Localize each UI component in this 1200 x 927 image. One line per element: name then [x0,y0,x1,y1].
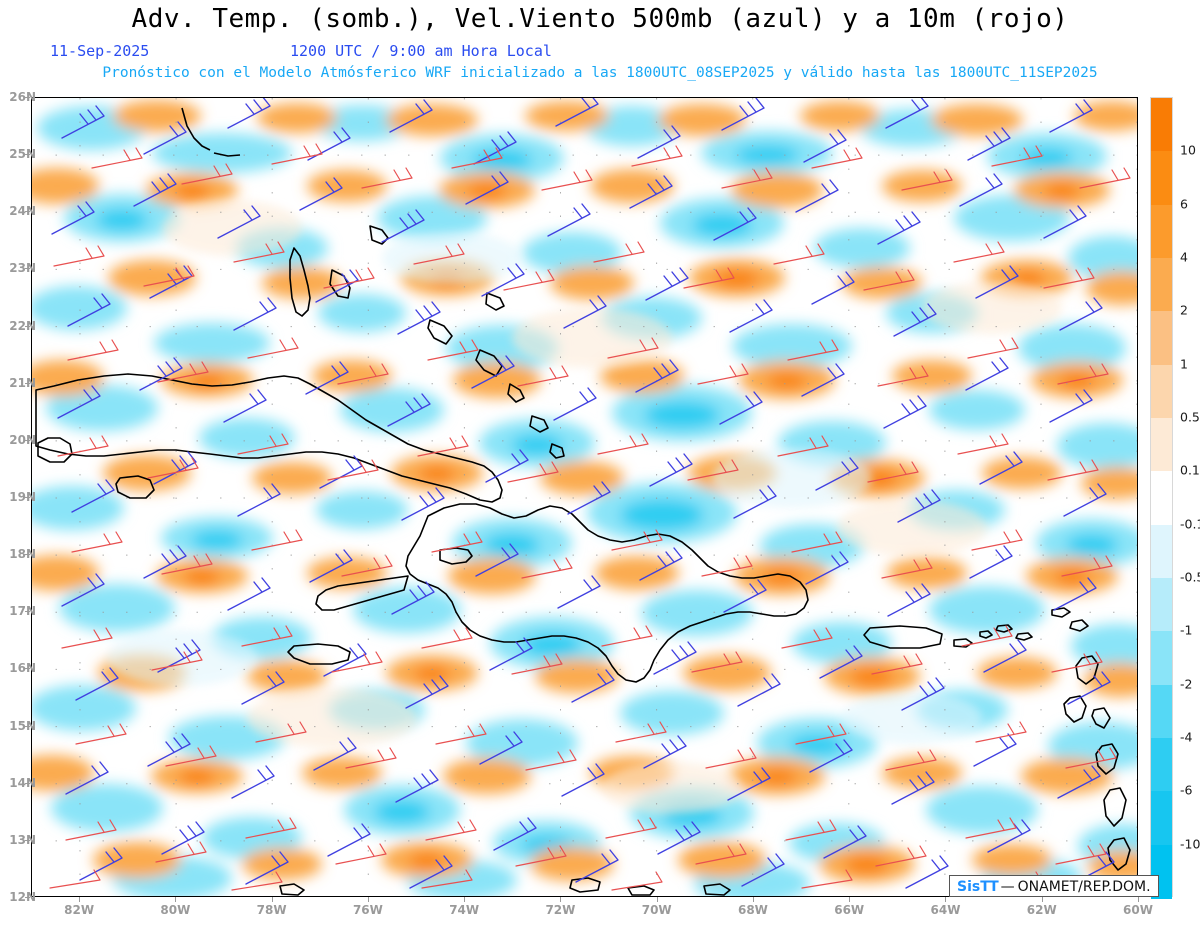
colorbar-segment [1151,311,1172,366]
colorbar-segment [1151,98,1172,152]
y-axis-tick-label: 26N [9,90,36,104]
x-axis-tick [945,897,947,902]
x-axis-tick [656,897,658,902]
attribution-separator: — [1000,878,1015,895]
colorbar-segment [1151,204,1172,259]
colorbar-segment [1151,738,1172,792]
colorbar-segment [1151,524,1172,579]
y-axis-tick [25,782,30,784]
x-axis-tick-label: 60W [1123,903,1153,917]
x-axis-tick [752,897,754,902]
brand-prefix: Sis [957,878,981,895]
x-axis-tick-label: 68W [737,903,768,917]
colorbar-segment [1151,364,1172,419]
colorbar-tick-label: 0.5 [1180,409,1200,425]
x-axis-tick [175,897,177,902]
x-axis-tick-label: 66W [834,903,865,917]
y-axis-tick-label: 25N [9,147,36,162]
y-axis-tick-label: 14N [9,775,36,790]
colorbar-segment [1151,471,1172,526]
x-axis-tick [560,897,562,902]
colorbar-segment [1151,418,1172,472]
y-axis-tick-label: 21N [9,375,36,390]
colorbar-tick-label: -0.1 [1180,516,1200,532]
x-axis-tick [79,897,81,902]
colorbar-tick-label: 10 [1180,142,1196,158]
x-axis-tick-label: 76W [352,903,383,917]
y-axis-tick-label: 12N [9,890,36,904]
weather-map-plot [31,97,1138,897]
map-canvas [32,98,1137,896]
colorbar-segment [1151,578,1172,632]
colorbar-tick-label: -2 [1180,676,1193,692]
x-axis-tick [1041,897,1043,902]
wind-barbs-10m [49,143,1131,891]
y-axis-tick-label: 15N [9,718,36,733]
y-axis-tick-label: 22N [9,318,36,333]
y-axis-tick [25,382,30,384]
forecast-date: 11-Sep-2025 [50,42,150,60]
y-axis-tick [25,839,30,841]
colorbar-segment [1151,791,1172,846]
y-axis-tick-label: 20N [9,432,36,447]
y-axis-tick [25,897,30,898]
y-axis-tick [25,439,30,441]
y-axis-tick [25,268,30,270]
x-axis-tick-label: 74W [449,903,480,917]
colorbar-tick-label: 0.1 [1180,462,1200,478]
y-axis-tick [25,497,30,498]
x-axis-tick-label: 70W [641,903,672,917]
y-axis-tick-label: 16N [9,661,36,676]
forecast-time: 1200 UTC / 9:00 am Hora Local [290,42,552,60]
x-axis-tick [367,897,369,902]
x-axis-tick [271,897,273,902]
x-axis-tick-label: 80W [160,903,191,917]
y-axis-tick [25,97,30,98]
colorbar-segment [1151,258,1172,312]
y-axis-tick-label: 19N [9,490,36,504]
y-axis-tick [25,668,30,670]
x-axis-tick-label: 64W [930,903,961,917]
colorbar-segment [1151,684,1172,739]
attribution-badge: Sis TT — ONAMET/REP.DOM. [949,875,1159,897]
colorbar-tick-label: -4 [1180,729,1193,745]
attribution-organization: ONAMET/REP.DOM. [1017,878,1151,895]
model-description: Pronóstico con el Modelo Atmósferico WRF… [102,65,1098,81]
subtitle-row: 11-Sep-2025 1200 UTC / 9:00 am Hora Loca… [0,42,1200,62]
y-axis-tick-label: 13N [9,832,36,847]
coastlines [35,107,1131,896]
brand-suffix: TT [980,878,998,895]
y-axis-tick-label: 23N [9,261,36,276]
x-axis-tick [1138,897,1139,902]
y-axis-tick [25,554,30,556]
chart-header: Adv. Temp. (somb.), Vel.Viento 500mb (az… [0,0,1200,92]
colorbar-segment [1151,151,1172,206]
x-axis-tick [849,897,851,902]
colorbar-tick-label: -10 [1180,836,1200,852]
temperature-advection-shading [32,100,1137,896]
y-axis-tick [25,211,30,213]
x-axis-tick-label: 62W [1026,903,1057,917]
colorbar-tick-label: 2 [1180,302,1188,318]
y-axis-tick-label: 24N [9,204,36,219]
colorbar-tick-label: -6 [1180,782,1193,798]
colorbar-tick-label: -1 [1180,622,1193,638]
x-axis-tick-label: 78W [256,903,287,917]
page-title: Adv. Temp. (somb.), Vel.Viento 500mb (az… [131,4,1069,34]
y-axis-tick [25,325,30,327]
x-axis-tick-label: 82W [64,903,95,917]
y-axis-tick [25,154,30,156]
y-axis-tick-label: 18N [9,547,36,562]
colorbar-tick-label: 4 [1180,249,1188,265]
colorbar-tick-label: 1 [1180,356,1188,372]
colorbar-tick-label: -0.5 [1180,569,1200,585]
colorbar-tick-label: 6 [1180,196,1188,212]
y-axis-tick [25,725,30,727]
y-axis-tick-label: 17N [9,604,36,619]
colorbar-segment [1151,631,1172,686]
x-axis-tick [464,897,466,902]
colorbar[interactable] [1150,97,1173,899]
y-axis-tick [25,611,30,613]
x-axis-tick-label: 72W [545,903,576,917]
